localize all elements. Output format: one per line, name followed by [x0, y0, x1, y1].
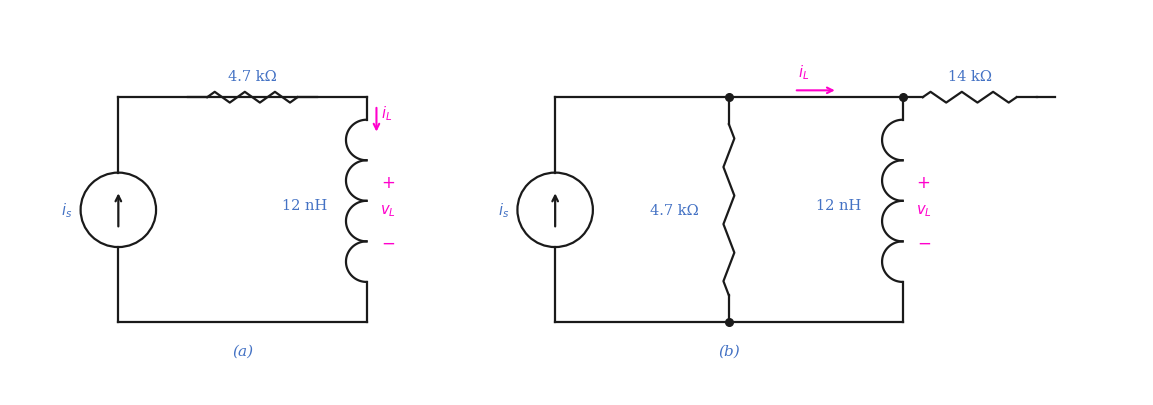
Text: (a): (a) [232, 344, 253, 358]
Text: $i_L$: $i_L$ [798, 63, 809, 81]
Text: 4.7 kΩ: 4.7 kΩ [228, 70, 277, 84]
Text: 4.7 kΩ: 4.7 kΩ [650, 203, 699, 217]
Text: $i_s$: $i_s$ [61, 201, 73, 220]
Text: 12 nH: 12 nH [815, 198, 861, 212]
Text: $i_s$: $i_s$ [498, 201, 510, 220]
Text: $-$: $-$ [382, 232, 395, 251]
Text: 14 kΩ: 14 kΩ [948, 70, 992, 84]
Text: 12 nH: 12 nH [281, 198, 326, 212]
Text: +: + [382, 174, 395, 192]
Text: $v_L$: $v_L$ [380, 202, 397, 218]
Text: (b): (b) [718, 344, 740, 358]
Text: $i_L$: $i_L$ [382, 104, 392, 122]
Text: +: + [917, 174, 930, 192]
Text: $v_L$: $v_L$ [915, 202, 932, 218]
Text: $-$: $-$ [917, 232, 930, 251]
